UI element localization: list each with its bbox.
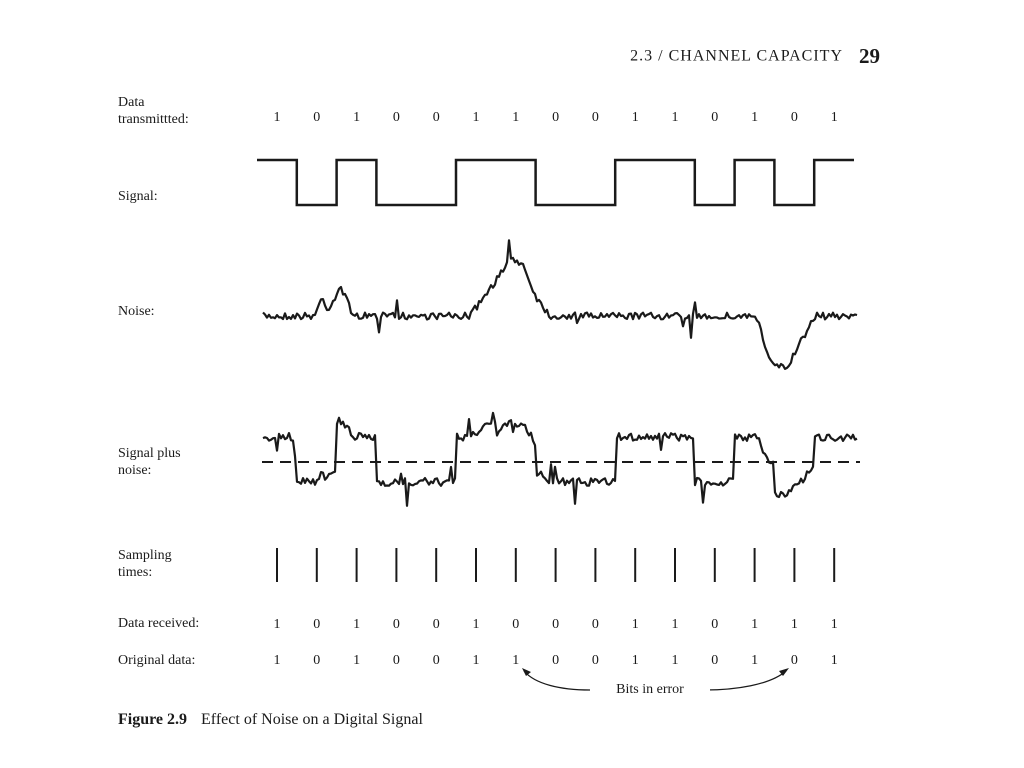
signal-waveform xyxy=(257,158,854,207)
signal-plus-noise-waveform xyxy=(262,411,858,507)
bit-received-2: 1 xyxy=(353,617,361,632)
received-bits-row: 1 0 1 0 0 1 0 0 0 1 1 0 1 1 1 xyxy=(240,616,880,636)
signal-label: Signal: xyxy=(118,189,158,204)
bit-received-7: 0 xyxy=(552,617,560,632)
bit-received-12: 1 xyxy=(751,617,759,632)
figure-caption: Figure 2.9 Effect of Noise on a Digital … xyxy=(118,711,423,729)
bit-original-5: 1 xyxy=(472,653,480,668)
bit-transmitted-6: 1 xyxy=(512,110,520,125)
bit-transmitted-12: 1 xyxy=(751,110,759,125)
bit-transmitted-3: 0 xyxy=(392,110,400,125)
bit-transmitted-0: 1 xyxy=(273,110,281,125)
bit-original-9: 1 xyxy=(631,653,639,668)
bit-received-13: 1 xyxy=(790,617,798,632)
bit-original-4: 0 xyxy=(432,653,440,668)
signal-plus-noise-label-line2: noise: xyxy=(118,463,152,478)
error-arrowhead-right xyxy=(779,668,789,676)
error-arrow-right xyxy=(704,670,787,691)
bit-transmitted-5: 1 xyxy=(472,110,480,125)
signal-plus-noise-label: Signal plus noise: xyxy=(118,445,181,479)
page-number: 29 xyxy=(859,44,880,68)
bit-received-6: 0 xyxy=(512,617,520,632)
bit-transmitted-11: 0 xyxy=(711,110,719,125)
sampling-times-label-line1: Sampling xyxy=(118,548,172,563)
bit-received-1: 0 xyxy=(313,617,321,632)
figure-number: Figure 2.9 xyxy=(118,711,188,728)
bit-original-8: 0 xyxy=(591,653,599,668)
signal-plus-noise-label-line1: Signal plus xyxy=(118,446,181,461)
bit-transmitted-13: 0 xyxy=(790,110,798,125)
sampling-ticks-group xyxy=(276,548,836,582)
figure-title: Effect of Noise on a Digital Signal xyxy=(201,711,423,728)
noise-waveform xyxy=(262,239,858,370)
error-arrowhead-left xyxy=(522,668,531,676)
bit-received-0: 1 xyxy=(273,617,281,632)
bit-transmitted-10: 1 xyxy=(671,110,679,125)
bit-transmitted-8: 0 xyxy=(591,110,599,125)
bit-received-10: 1 xyxy=(671,617,679,632)
bit-received-9: 1 xyxy=(631,617,639,632)
bit-transmitted-9: 1 xyxy=(631,110,639,125)
bit-transmitted-4: 0 xyxy=(432,110,440,125)
bit-transmitted-7: 0 xyxy=(552,110,560,125)
bit-original-2: 1 xyxy=(353,653,361,668)
bit-original-13: 0 xyxy=(790,653,798,668)
bit-original-7: 0 xyxy=(552,653,560,668)
bit-received-8: 0 xyxy=(591,617,599,632)
sampling-times-label: Sampling times: xyxy=(118,547,172,581)
bit-original-1: 0 xyxy=(313,653,321,668)
error-arrow-left xyxy=(523,670,591,691)
bit-original-0: 1 xyxy=(273,653,281,668)
bit-received-11: 0 xyxy=(711,617,719,632)
data-received-label: Data received: xyxy=(118,616,200,631)
bits-in-error-label: Bits in error xyxy=(590,682,710,698)
bit-received-3: 0 xyxy=(392,617,400,632)
data-transmitted-label: Data transmittted: xyxy=(118,94,189,128)
section-title: 2.3 / CHANNEL CAPACITY xyxy=(630,47,843,65)
bit-original-3: 0 xyxy=(392,653,400,668)
noise-label: Noise: xyxy=(118,304,155,319)
data-transmitted-label-line1: Data xyxy=(118,95,145,110)
bit-original-6: 1 xyxy=(512,653,520,668)
bit-received-5: 1 xyxy=(472,617,480,632)
bit-original-10: 1 xyxy=(671,653,679,668)
bit-original-11: 0 xyxy=(711,653,719,668)
bit-transmitted-2: 1 xyxy=(353,110,361,125)
bit-received-14: 1 xyxy=(830,617,838,632)
bit-transmitted-1: 0 xyxy=(313,110,321,125)
sampling-times-label-line2: times: xyxy=(118,565,153,580)
data-transmitted-label-line2: transmittted: xyxy=(118,112,189,127)
bit-original-12: 1 xyxy=(751,653,759,668)
running-header: 2.3 / CHANNEL CAPACITY 29 xyxy=(560,44,880,69)
original-bits-row: 1 0 1 0 0 1 1 0 0 1 1 0 1 0 1 xyxy=(240,652,880,672)
transmitted-bits-row: 1 0 1 0 0 1 1 0 0 1 1 0 1 0 1 xyxy=(240,109,880,129)
bit-transmitted-14: 1 xyxy=(830,110,838,125)
bit-received-4: 0 xyxy=(432,617,440,632)
original-data-label: Original data: xyxy=(118,653,196,668)
bit-original-14: 1 xyxy=(830,653,838,668)
